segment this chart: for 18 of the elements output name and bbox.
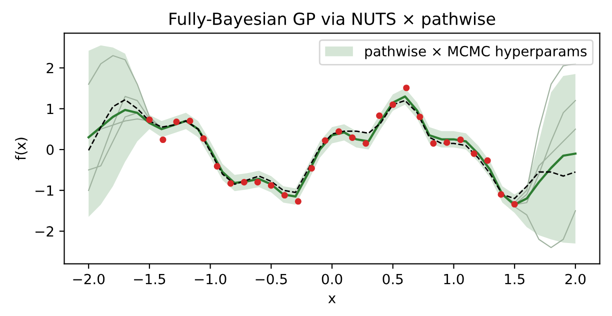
- y-tick-label: −2: [36, 226, 54, 236]
- y-tick-label: 1: [47, 104, 54, 114]
- y-tick-label: 0: [46, 144, 54, 156]
- y-tick-label: −1: [36, 186, 54, 196]
- x-tick-label: 0.5: [382, 274, 403, 284]
- chart-title: Fully-Bayesian GP via NUTS × pathwise: [170, 12, 496, 28]
- x-tick-label: 1.0: [444, 274, 464, 284]
- x-axis-title: x: [328, 296, 336, 304]
- x-tick-label: 0.0: [322, 274, 342, 284]
- x-tick-label: −2.0: [73, 274, 105, 284]
- y-axis-title: f(x): [15, 138, 28, 160]
- x-tick-label: −1.5: [134, 274, 166, 284]
- x-tick-label: 1.5: [505, 274, 524, 284]
- y-tick-label: 2: [46, 62, 54, 74]
- x-tick-label: −1.0: [194, 274, 226, 284]
- legend-label: pathwise × MCMC hyperparams: [365, 46, 587, 60]
- x-tick-label: −0.5: [256, 274, 287, 284]
- x-tick-label: 2.0: [565, 274, 586, 284]
